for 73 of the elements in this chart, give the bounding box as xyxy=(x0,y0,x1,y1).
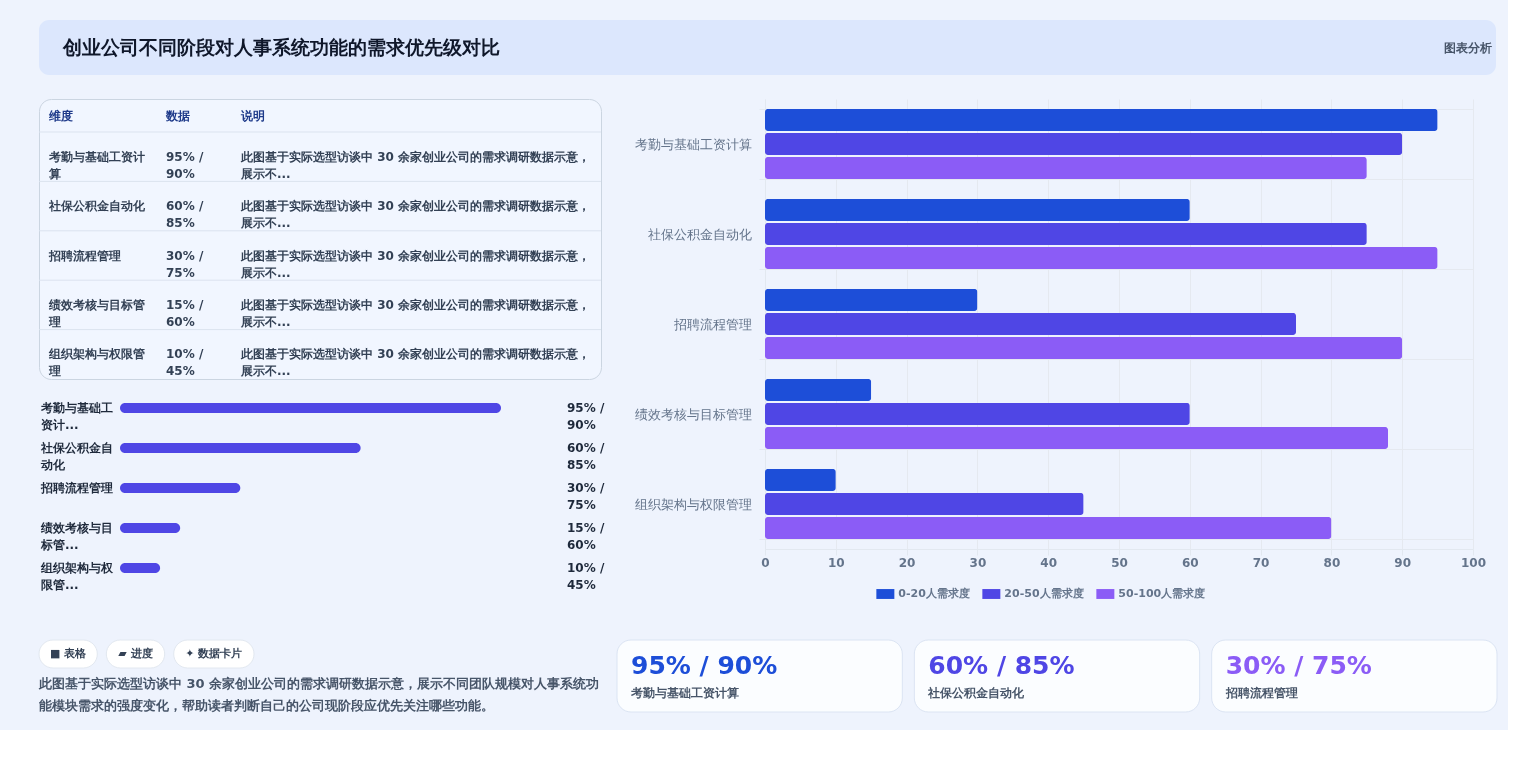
y-tick-label: 组织架构与权限管理 xyxy=(634,496,752,512)
legend-label: 50-100人需求度 xyxy=(1118,587,1206,600)
data-label: 15% / 60% xyxy=(567,521,605,552)
x-tick-label: 60 xyxy=(1181,555,1199,570)
bar xyxy=(765,246,1438,270)
text: 图表分析 xyxy=(1444,40,1492,55)
bar xyxy=(765,288,978,312)
bar xyxy=(120,483,241,493)
text: 30% / 75% xyxy=(1225,651,1372,680)
x-tick-label: 100 xyxy=(1460,555,1487,570)
text: 此图基于实际选型访谈中 30 余家创业公司的需求调研数据示意，展示不... xyxy=(240,347,591,379)
bar xyxy=(765,402,1190,426)
text: 社保公积金自动化 xyxy=(927,686,1026,700)
x-tick-label: 40 xyxy=(1040,555,1058,570)
x-tick-label: 70 xyxy=(1252,555,1270,570)
text: 招聘流程管理 xyxy=(1224,686,1298,700)
y-tick-label: 组织架构与权限管... xyxy=(40,561,114,592)
data-label: 10% / 45% xyxy=(567,561,605,592)
x-tick-label: 30 xyxy=(969,555,987,570)
bar xyxy=(765,336,1403,360)
text: 60% / 85% xyxy=(928,651,1075,680)
bar xyxy=(120,443,361,453)
y-tick-label: 招聘流程管理 xyxy=(40,481,113,495)
text: 此图基于实际选型访谈中 30 余家创业公司的需求调研数据示意，展示不... xyxy=(240,149,591,181)
text: ▰ 进度 xyxy=(118,647,153,660)
y-tick-label: 社保公积金自动化 xyxy=(40,441,113,472)
text: ■ 表格 xyxy=(50,647,88,660)
text: 创业公司不同阶段对人事系统功能的需求优先级对比 xyxy=(62,35,500,58)
text: 此图基于实际选型访谈中 30 余家创业公司的需求调研数据示意，展示不同团队规模对人事系统功能模块需求的强度变化，帮助读者判断自己的公司现阶段应优先关注哪些功能。 xyxy=(38,676,600,713)
bar xyxy=(765,156,1367,180)
y-tick-label: 招聘流程管理 xyxy=(672,316,752,332)
data-label: 60% / 85% xyxy=(567,441,605,472)
bar xyxy=(765,378,872,402)
bar xyxy=(765,132,1403,156)
text: 数据 xyxy=(165,108,190,123)
text: 维度 xyxy=(48,108,73,123)
x-tick-label: 0 xyxy=(761,555,770,570)
x-tick-label: 10 xyxy=(827,555,845,570)
y-tick-label: 社保公积金自动化 xyxy=(647,226,752,242)
text: 此图基于实际选型访谈中 30 余家创业公司的需求调研数据示意，展示不... xyxy=(240,199,591,231)
bar xyxy=(765,198,1190,222)
x-tick-label: 90 xyxy=(1394,555,1412,570)
x-tick-label: 50 xyxy=(1111,555,1128,570)
text: 说明 xyxy=(240,108,265,123)
bar xyxy=(120,523,181,533)
text: 10% / 45% xyxy=(166,347,204,379)
y-tick-label: 绩效考核与目标管理 xyxy=(634,406,752,422)
x-tick-label: 20 xyxy=(898,555,916,570)
x-tick-label: 80 xyxy=(1323,555,1341,570)
y-tick-label: 考勤与基础工资计... xyxy=(40,401,113,432)
bar xyxy=(120,563,161,573)
bar xyxy=(765,516,1332,540)
data-label: 30% / 75% xyxy=(567,481,605,512)
legend-label: 20-50人需求度 xyxy=(1004,587,1084,600)
text: 60% / 85% xyxy=(166,199,204,231)
bar xyxy=(120,403,501,413)
text: ✦ 数据卡片 xyxy=(185,647,243,660)
bar xyxy=(765,312,1296,336)
y-tick-label: 绩效考核与目标管... xyxy=(40,521,113,552)
text: 95% / 90% xyxy=(631,651,778,680)
bar xyxy=(765,108,1438,132)
text: 此图基于实际选型访谈中 30 余家创业公司的需求调研数据示意，展示不... xyxy=(240,297,591,329)
legend-label: 0-20人需求度 xyxy=(898,587,970,600)
text: 此图基于实际选型访谈中 30 余家创业公司的需求调研数据示意，展示不... xyxy=(240,248,591,280)
text: 15% / 60% xyxy=(166,297,204,329)
text: 95% / 90% xyxy=(166,149,204,181)
bar xyxy=(765,222,1367,246)
data-label: 95% / 90% xyxy=(567,401,605,432)
y-tick-label: 考勤与基础工资计算 xyxy=(634,136,752,152)
text: 30% / 75% xyxy=(166,248,204,280)
bar xyxy=(765,468,836,492)
bar xyxy=(765,492,1084,516)
bar xyxy=(765,426,1389,450)
